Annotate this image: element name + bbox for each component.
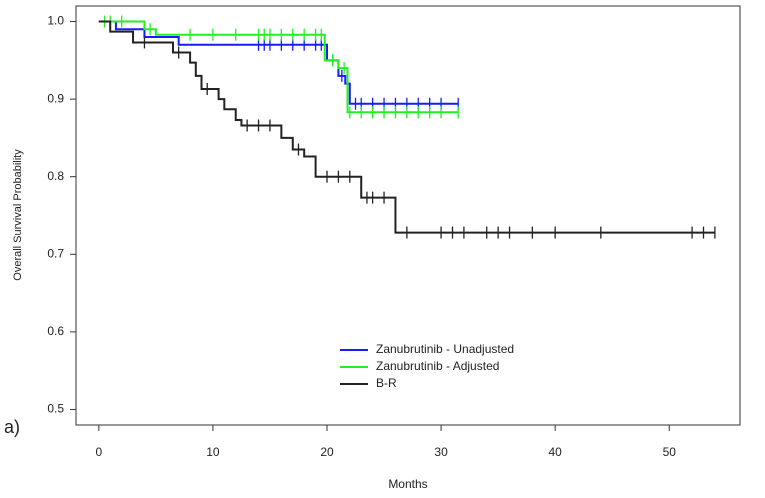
x-tick-label: 30: [434, 445, 448, 459]
y-axis-label: Overall Survival Probability: [12, 149, 24, 281]
y-tick-label: 0.6: [47, 324, 64, 338]
survival-curve: [98, 20, 459, 114]
x-tick-label: 0: [95, 445, 102, 459]
x-tick-label: 10: [206, 445, 220, 459]
survival-curve: [98, 20, 715, 234]
legend-label: B-R: [376, 376, 397, 390]
y-tick-label: 1.0: [47, 14, 64, 28]
x-tick-label: 40: [548, 445, 562, 459]
y-tick-label: 0.9: [47, 91, 64, 105]
plot-frame: [75, 5, 741, 426]
y-tick-label: 0.8: [47, 169, 64, 183]
x-axis-label: Months: [388, 477, 427, 491]
legend-label: Zanubrutinib - Adjusted: [376, 359, 499, 373]
annotation: a): [4, 417, 20, 437]
legend-label: Zanubrutinib - Unadjusted: [376, 342, 514, 356]
y-tick-label: 0.5: [47, 402, 64, 416]
x-tick-label: 20: [320, 445, 334, 459]
y-tick-label: 0.7: [47, 246, 64, 260]
x-tick-label: 50: [663, 445, 677, 459]
